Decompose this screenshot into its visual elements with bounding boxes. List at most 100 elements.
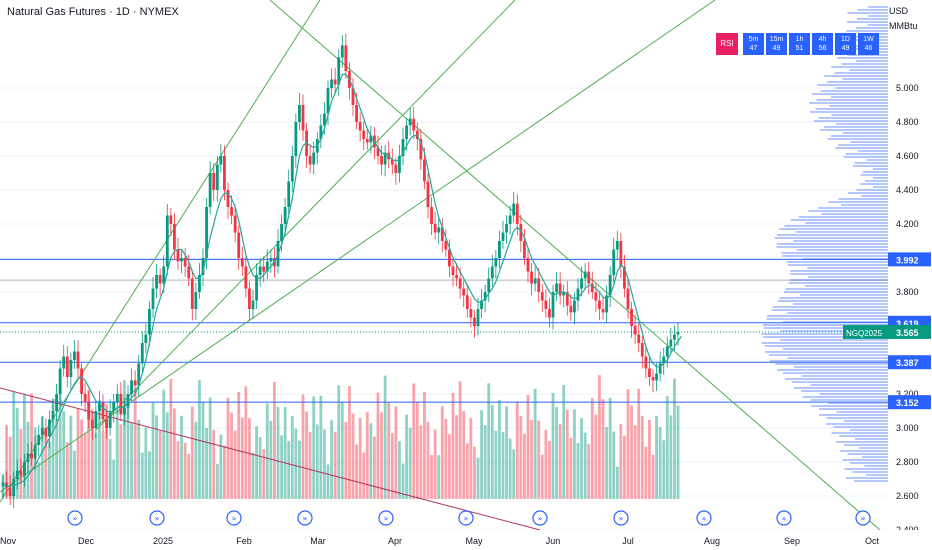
profile-bar [805,222,888,224]
volume-bar [133,389,137,499]
volume-bar [180,415,183,499]
profile-bar [854,162,888,164]
profile-bar [865,180,888,182]
currency-label[interactable]: USD [889,6,909,16]
candle-body [515,203,519,224]
profile-bar [764,351,888,353]
candle-body [508,215,512,224]
profile-bar [843,420,888,422]
candle-body [448,249,451,267]
profile-bar [828,201,888,203]
profile-bar [763,327,888,329]
time-axis[interactable]: Nov Dec 2025 Feb Mar Apr May Jun Jul Aug Sep Oct [0,530,932,550]
volume-bar [330,420,333,499]
volume-bar [637,388,641,499]
volume-bar [565,409,569,499]
candle-body [394,164,398,173]
volume-bar [526,395,530,499]
tf-15m[interactable]: 15m 49 [766,33,787,55]
candle-body [415,130,419,139]
event-markers[interactable]: » » » » » » » » » » » [67,510,871,526]
profile-bar [786,261,888,263]
volume-bar [490,405,494,499]
candle-body [326,88,330,114]
candle-body [44,428,48,437]
profile-bar [790,273,888,275]
volume-bar [215,464,219,499]
volume-bar [101,430,105,499]
tf-1w[interactable]: 1W 46 [858,33,879,55]
profile-bar [847,21,888,23]
profile-bar [776,243,888,245]
volume-bar [144,427,148,499]
event-icon: » [155,514,160,523]
candle-body [126,394,130,408]
candle-body [605,295,608,313]
candle-body [208,173,212,207]
profile-bar [776,369,888,371]
profile-bar [856,18,888,20]
profile-bar [761,342,888,344]
tf-1d[interactable]: 1D 49 [835,33,856,55]
candle-body [423,159,426,182]
volume-bar [619,424,623,499]
volume-bar [498,399,501,499]
event-icon: » [861,514,866,523]
profile-bar [795,231,888,233]
unit-label[interactable]: MMBtu [889,21,918,31]
candle-body [194,292,198,309]
profile-bar [835,87,888,89]
profile-bar [761,333,888,335]
volume-bar [537,420,541,499]
volume-bar [155,415,158,499]
candle-body [26,453,30,462]
event-icon: » [384,514,389,523]
volume-bar [462,410,466,499]
profile-bar [856,27,888,29]
volume-bar [419,425,423,499]
tf-1h[interactable]: 1h 51 [789,33,810,55]
volume-bar [248,418,251,499]
volume-bar [633,425,637,499]
candle-body [365,139,369,143]
currency-unit[interactable]: USD MMBtu [889,4,929,34]
profile-bar [818,117,888,119]
candle-body [655,373,658,381]
volume-bar [312,396,316,499]
candle-body [362,130,366,139]
candle-body [19,470,23,476]
candle-body [662,356,666,364]
profile-bar [771,309,888,311]
candle-body [440,227,444,241]
profile-bar [847,12,888,14]
candle-body [583,271,587,279]
candle-body [101,402,105,420]
volume-bar [123,380,126,499]
profile-bar [865,474,888,476]
time-tick: Mar [310,536,326,546]
volume-bar [23,393,26,499]
profile-bar [844,468,888,470]
candle-body [130,380,133,394]
profile-bar [831,432,888,434]
price-lines[interactable] [0,258,888,403]
price-axis[interactable]: 5.0004.8004.6004.4004.2004.0003.8003.600… [843,0,932,550]
candle-body [673,334,676,340]
price-tick: 3.200 [896,389,919,399]
tf-5m[interactable]: 5m 47 [743,33,764,55]
profile-bar [785,378,888,380]
profile-bar [846,30,888,32]
candle-body [465,295,469,309]
volume-bar [369,423,373,499]
volume-bar [173,408,176,499]
volume-bar [62,411,66,499]
candle-body [83,394,87,403]
volume-bar [190,406,194,499]
price-line-label: 3.619 [896,319,919,329]
profile-bar [819,414,888,416]
moving-average [3,73,683,487]
event-circle [532,510,548,526]
tf-4h[interactable]: 4h 56 [812,33,833,55]
trendlines[interactable] [0,0,881,531]
